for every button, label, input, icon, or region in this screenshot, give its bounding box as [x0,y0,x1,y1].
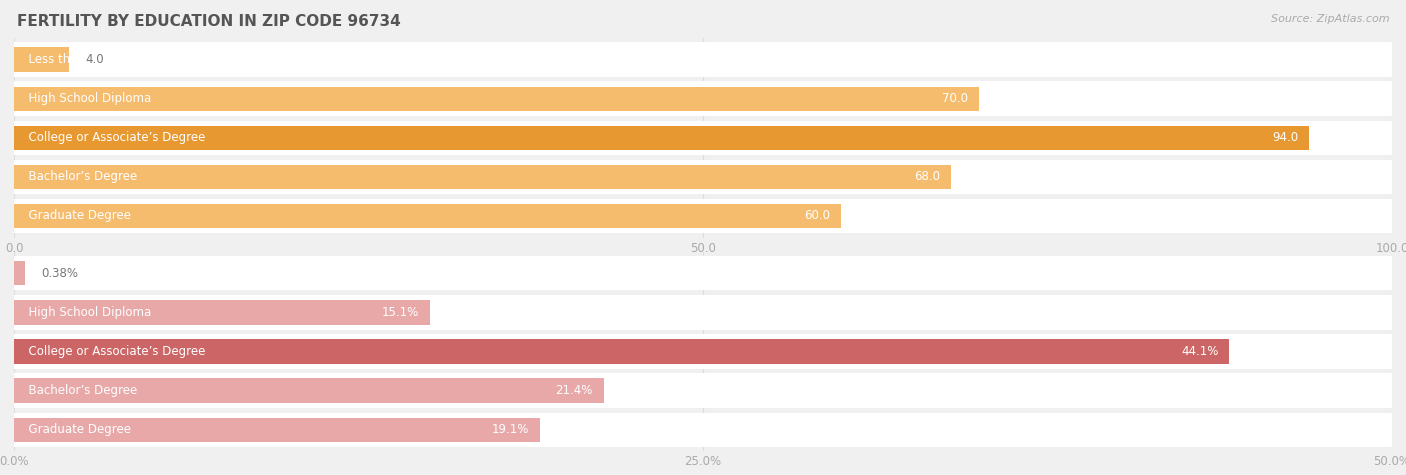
Bar [14,81,1392,116]
Text: 68.0: 68.0 [914,171,941,183]
Text: College or Associate’s Degree: College or Associate’s Degree [21,131,205,144]
Bar [14,125,1309,150]
Bar [14,199,1392,233]
Text: 15.1%: 15.1% [382,306,419,319]
Text: FERTILITY BY EDUCATION IN ZIP CODE 96734: FERTILITY BY EDUCATION IN ZIP CODE 96734 [17,14,401,29]
Text: 0.38%: 0.38% [41,267,79,280]
Text: 94.0: 94.0 [1272,131,1298,144]
Bar [14,300,430,324]
Bar [14,261,24,285]
Text: Graduate Degree: Graduate Degree [21,423,131,436]
Text: Less than High School: Less than High School [21,267,159,280]
Text: Bachelor’s Degree: Bachelor’s Degree [21,384,138,397]
Bar [14,334,1392,369]
Text: High School Diploma: High School Diploma [21,92,152,105]
Bar [14,256,1392,291]
Bar [14,412,1392,447]
Text: 44.1%: 44.1% [1181,345,1219,358]
Text: 60.0: 60.0 [804,209,830,222]
Bar [14,418,540,442]
Text: 70.0: 70.0 [942,92,967,105]
Bar [14,204,841,228]
Text: College or Associate’s Degree: College or Associate’s Degree [21,345,205,358]
Text: 4.0: 4.0 [86,53,104,66]
Bar [14,295,1392,330]
Bar [14,86,979,111]
Bar [14,42,1392,77]
Text: 21.4%: 21.4% [555,384,593,397]
Bar [14,165,950,189]
Bar [14,160,1392,194]
Text: 19.1%: 19.1% [492,423,530,436]
Text: Graduate Degree: Graduate Degree [21,209,131,222]
Bar [14,48,69,72]
Bar [14,373,1392,408]
Bar [14,379,603,403]
Text: Less than High School: Less than High School [21,53,159,66]
Text: High School Diploma: High School Diploma [21,306,152,319]
Text: Bachelor’s Degree: Bachelor’s Degree [21,171,138,183]
Bar [14,121,1392,155]
Bar [14,339,1229,364]
Text: Source: ZipAtlas.com: Source: ZipAtlas.com [1271,14,1389,24]
